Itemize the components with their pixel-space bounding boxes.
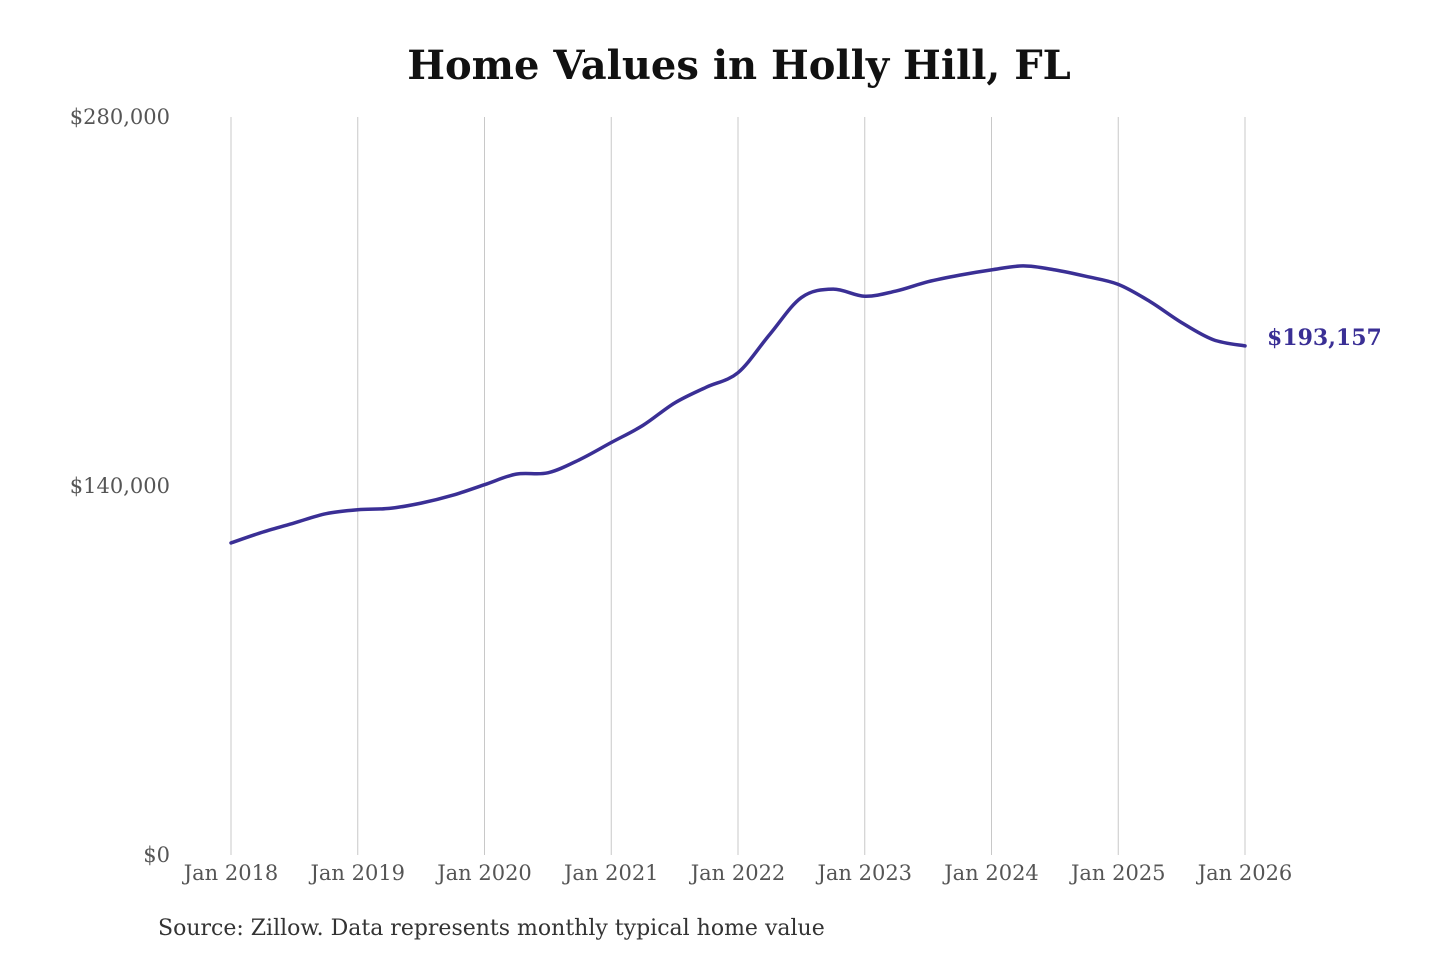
- x-tick-label: Jan 2021: [562, 861, 659, 885]
- x-tick-label: Jan 2020: [435, 861, 532, 885]
- y-tick-label: $280,000: [70, 105, 170, 129]
- x-tick-label: Jan 2024: [942, 861, 1039, 885]
- source-note: Source: Zillow. Data represents monthly …: [158, 916, 825, 941]
- series-line: [229, 264, 1247, 545]
- x-tick-label: Jan 2019: [308, 861, 405, 885]
- x-tick-label: Jan 2023: [815, 861, 912, 885]
- x-tick-label: Jan 2025: [1069, 861, 1166, 885]
- x-tick-label: Jan 2022: [689, 861, 786, 885]
- y-tick-label: $140,000: [70, 474, 170, 498]
- x-tick-label: Jan 2018: [182, 861, 279, 885]
- x-tick-label: Jan 2026: [1196, 861, 1293, 885]
- chart-title: Home Values in Holly Hill, FL: [407, 42, 1071, 89]
- end-value-label: $193,157: [1267, 325, 1382, 351]
- y-tick-label: $0: [143, 843, 170, 867]
